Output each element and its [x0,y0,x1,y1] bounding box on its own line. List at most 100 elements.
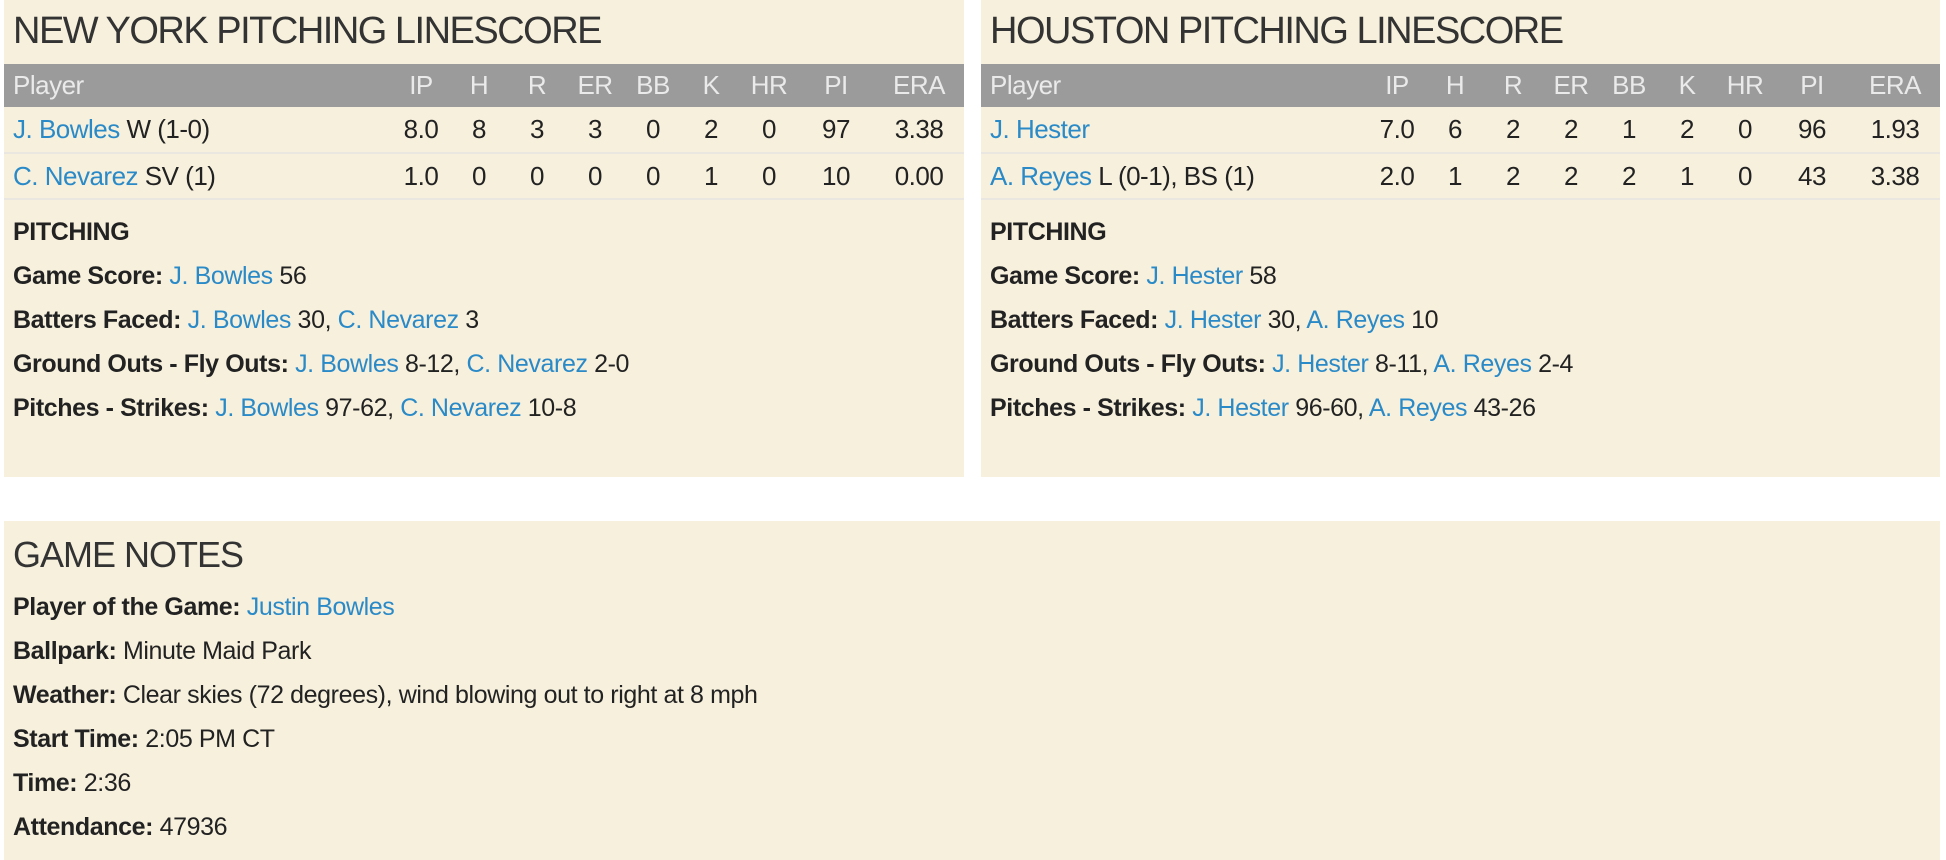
stat-cell: 8.0 [403,114,439,144]
decision: L (0-1), BS (1) [1091,160,1255,191]
label: Game Score: [13,262,163,290]
ballpark: Ballpark: Minute Maid Park [4,629,1940,673]
game-time: Time: 2:36 [4,761,1940,805]
stat-cell: 1.0 [403,160,439,191]
column-header[interactable]: PI [1800,70,1824,100]
stat-cell: 0 [1738,160,1752,191]
player-link[interactable]: J. Hester [1164,306,1262,334]
pitches-strikes-line: Pitches - Strikes: J. Hester 96-60, A. R… [990,386,1931,430]
panel-title: HOUSTON PITCHING LINESCORE [990,10,1564,52]
column-header[interactable]: PI [824,70,848,100]
value: 58 [1242,262,1277,290]
pitching-table: Player IP H R ER BB K HR PI ERA J. Hester 7.0 6 2 2 1 2 0… [981,64,1940,200]
batters-faced-line: Batters Faced: J. Bowles 30, C. Nevarez … [13,298,955,342]
column-header[interactable]: IP [409,70,433,100]
game-score-line: Game Score: J. Hester 58 [990,254,1931,298]
player-link[interactable]: J. Bowles [13,114,120,144]
stat-cell: 2 [1506,160,1520,191]
player-link[interactable]: A. Reyes [990,160,1092,191]
player-link[interactable]: A. Reyes [1368,394,1468,422]
value: 56 [272,262,307,290]
attendance: Attendance: 47936 [4,805,1940,849]
column-header[interactable]: K [1678,70,1696,100]
player-link[interactable]: J. Hester [1192,394,1289,422]
stat-cell: 7.0 [1379,114,1415,144]
column-header[interactable]: H [469,70,489,100]
value: 43-26 [1467,394,1536,422]
label: Time: [13,769,78,797]
stat-cell: 2 [1622,160,1636,191]
pitching-table: Player IP H R ER BB K HR PI ERA J. Bowles W (1-0) 8… [4,64,964,200]
label: Ground Outs - Fly Outs: [990,350,1266,378]
stat-cell: 2 [1506,114,1520,144]
column-header[interactable]: HR [750,70,788,100]
player-link[interactable]: J. Hester [990,114,1090,144]
label: Ballpark: [13,637,117,665]
stat-cell: 10 [822,160,850,191]
player-link[interactable]: C. Nevarez [13,160,139,191]
stat-cell: 2 [1680,114,1694,144]
table-row: J. Bowles W (1-0) 8.0 8 3 3 0 2 0 97 3.38 [4,107,964,153]
player-link[interactable]: J. Bowles [187,306,292,334]
player-link[interactable]: J. Bowles [295,350,399,378]
player-link[interactable]: J. Hester [1272,350,1369,378]
column-header[interactable]: R [527,70,547,100]
column-header[interactable]: R [1503,70,1523,100]
value: 30, [1261,306,1307,334]
stat-cell: 0 [762,160,776,191]
label: Player of the Game: [13,593,241,621]
pitching-heading: PITCHING [990,218,1107,246]
decision: W (1-0) [119,114,210,144]
column-header[interactable]: Player [13,70,84,100]
column-header[interactable]: ER [1553,70,1589,100]
column-header[interactable]: HR [1726,70,1764,100]
batters-faced-line: Batters Faced: J. Hester 30, A. Reyes 10 [990,298,1931,342]
stat-cell: 2.0 [1379,160,1415,191]
value: Clear skies (72 degrees), wind blowing o… [122,681,758,709]
start-time: Start Time: 2:05 PM CT [4,717,1940,761]
column-header[interactable]: ER [577,70,613,100]
table-row: J. Hester 7.0 6 2 2 1 2 0 96 1.93 [981,107,1940,153]
value: 2-4 [1531,350,1574,378]
player-link[interactable]: C. Nevarez [466,350,588,378]
player-link[interactable]: J. Bowles [215,394,319,422]
stat-cell: 8 [472,114,486,144]
value: 97-62, [318,394,401,422]
column-header[interactable]: ERA [1869,70,1921,100]
stat-cell: 3.38 [894,114,944,144]
label: Pitches - Strikes: [990,394,1186,422]
column-header[interactable]: H [1445,70,1465,100]
column-header[interactable]: BB [636,70,670,100]
stat-cell: 1 [1622,114,1636,144]
column-header[interactable]: IP [1385,70,1409,100]
stat-cell: 2 [1564,114,1578,144]
table-header: Player IP H R ER BB K HR PI ERA [981,64,1940,107]
label: Attendance: [13,813,154,841]
player-cell: J. Hester [981,107,1368,153]
player-link[interactable]: J. Hester [1146,262,1243,290]
stat-cell: 0 [472,160,486,191]
column-header[interactable]: Player [990,70,1061,100]
houston-pitching-panel: HOUSTON PITCHING LINESCORE Player IP H R ER BB… [981,0,1940,477]
player-of-game-link[interactable]: Justin Bowles [246,593,395,621]
player-link[interactable]: C. Nevarez [400,394,522,422]
label: Batters Faced: [13,306,182,334]
stat-cell: 0 [1738,114,1752,144]
stat-cell: 0 [588,160,602,191]
column-header[interactable]: ERA [893,70,945,100]
weather: Weather: Clear skies (72 degrees), wind … [4,673,1940,717]
label: Start Time: [13,725,139,753]
value: 30, [291,306,338,334]
stat-cell: 97 [822,114,850,144]
player-link[interactable]: A. Reyes [1306,306,1405,334]
game-notes-panel: GAME NOTES Player of the Game: Justin Bo… [4,521,1940,860]
column-header[interactable]: BB [1612,70,1646,100]
player-link[interactable]: C. Nevarez [337,306,459,334]
player-link[interactable]: A. Reyes [1433,350,1532,378]
stat-cell: 0 [646,160,660,191]
player-cell: J. Bowles W (1-0) [4,107,392,153]
stat-cell: 0 [646,114,660,144]
player-link[interactable]: J. Bowles [169,262,273,290]
column-header[interactable]: K [702,70,720,100]
table-header: Player IP H R ER BB K HR PI ERA [4,64,964,107]
